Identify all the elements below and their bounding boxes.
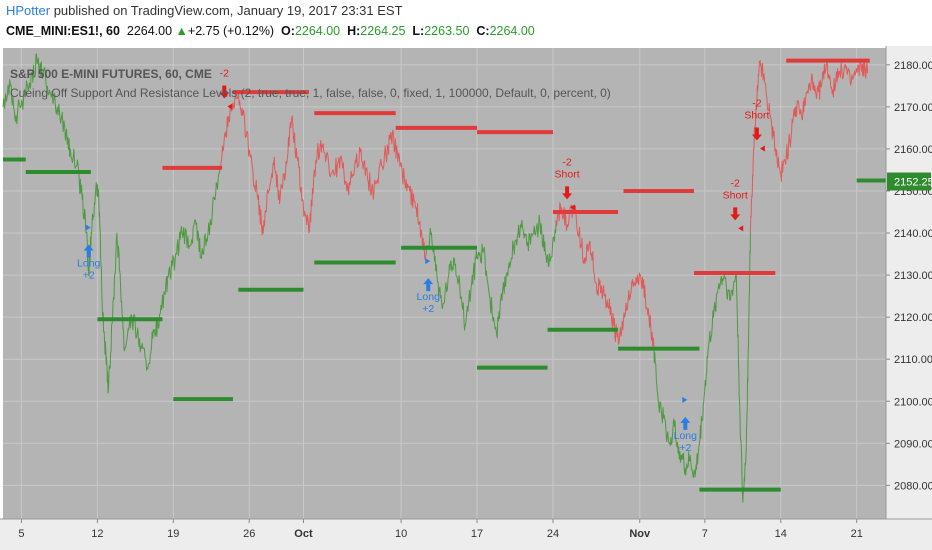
y-tick-label: 2140.00 bbox=[894, 228, 932, 240]
high-label: H: bbox=[347, 24, 361, 38]
short-signal-qty: -2 bbox=[220, 67, 229, 79]
change-up-icon: ▲ bbox=[175, 24, 188, 38]
x-tick-label: 5 bbox=[18, 528, 24, 540]
price-line-segment bbox=[219, 92, 427, 261]
long-signal-label: Long bbox=[417, 291, 441, 303]
entry-marker-icon bbox=[570, 204, 576, 211]
entry-marker-icon bbox=[738, 225, 744, 232]
price-line-segment bbox=[425, 214, 557, 339]
last-price-value: 2152.25 bbox=[894, 177, 932, 189]
last-price: 2264.00 bbox=[126, 24, 173, 38]
grid-lines bbox=[3, 48, 886, 519]
author-link[interactable]: HPotter bbox=[6, 3, 51, 18]
y-tick-label: 2100.00 bbox=[894, 396, 932, 408]
close-label: C: bbox=[476, 24, 490, 38]
short-arrow-icon bbox=[730, 207, 741, 221]
close-value: 2264.00 bbox=[489, 24, 535, 38]
short-arrow-icon bbox=[219, 85, 230, 99]
short-signal-qty: -2 bbox=[731, 177, 740, 189]
x-tick-label: 26 bbox=[243, 528, 255, 540]
short-arrow-icon bbox=[562, 186, 573, 200]
x-tick-label: 7 bbox=[702, 528, 708, 540]
long-arrow-icon bbox=[680, 416, 691, 430]
short-signal-qty: -2 bbox=[562, 156, 571, 168]
low-value: 2263.50 bbox=[424, 24, 470, 38]
entry-marker-icon bbox=[227, 103, 233, 110]
long-signal-label: Long bbox=[77, 257, 101, 269]
price-change: +2.75 (+0.12%) bbox=[187, 24, 275, 38]
published-line: HPotter published on TradingView.com, Ja… bbox=[6, 3, 403, 18]
open-value: 2264.00 bbox=[294, 24, 341, 38]
y-tick-label: 2090.00 bbox=[894, 438, 932, 450]
x-tick-label: 12 bbox=[91, 528, 103, 540]
y-tick-label: 2080.00 bbox=[894, 480, 932, 492]
support-resistance-levels bbox=[3, 58, 886, 492]
x-tick-label: 10 bbox=[395, 528, 407, 540]
open-label: O: bbox=[281, 24, 295, 38]
y-tick-label: 2170.00 bbox=[894, 102, 932, 114]
published-text: published on TradingView.com, January 19… bbox=[50, 3, 403, 18]
x-axis-ticks: 5 12 19 26 Oct 10 17 24 Nov 7 14 21 bbox=[0, 518, 932, 540]
entry-marker-icon bbox=[85, 224, 91, 231]
short-signal-label: Short bbox=[744, 110, 769, 122]
y-tick-label: 2130.00 bbox=[894, 270, 932, 282]
entry-marker-icon bbox=[425, 258, 431, 265]
price-axis[interactable] bbox=[886, 46, 932, 550]
long-signal-qty: +2 bbox=[422, 303, 434, 315]
y-tick-label: 2180.00 bbox=[894, 60, 932, 72]
last-price-badge: 2152.25 bbox=[887, 172, 932, 191]
long-signal-qty: +2 bbox=[83, 269, 95, 281]
x-tick-label: 21 bbox=[851, 528, 863, 540]
indicator-label: Cueing Off Support And Resistance Levels… bbox=[10, 86, 611, 100]
long-signal-qty: +2 bbox=[679, 442, 691, 454]
short-arrow-icon bbox=[751, 127, 762, 141]
short-signal-label: Short bbox=[723, 189, 748, 201]
x-tick-label: Nov bbox=[629, 528, 651, 540]
y-tick-label: 2160.00 bbox=[894, 144, 932, 156]
low-label: L: bbox=[412, 24, 425, 38]
trade-signals: Long+2-2Long+2-2ShortLong+2-2Short-2Shor… bbox=[77, 67, 770, 453]
entry-marker-icon bbox=[759, 145, 765, 152]
short-signal-qty: -2 bbox=[752, 98, 761, 110]
x-tick-label: 19 bbox=[167, 528, 179, 540]
price-series bbox=[2, 53, 869, 503]
price-chart[interactable]: Long+2-2Long+2-2ShortLong+2-2Short-2Shor… bbox=[0, 46, 932, 550]
long-arrow-icon bbox=[83, 244, 94, 258]
short-signal-label: Short bbox=[555, 168, 580, 180]
high-value: 2264.25 bbox=[360, 24, 406, 38]
price-line-segment bbox=[653, 232, 751, 503]
long-signal-label: Long bbox=[674, 430, 698, 442]
x-tick-label: 17 bbox=[471, 528, 483, 540]
price-line-segment bbox=[2, 53, 221, 394]
x-tick-label: 14 bbox=[775, 528, 787, 540]
time-axis[interactable] bbox=[0, 519, 932, 550]
last-price-badge-bg bbox=[887, 172, 931, 191]
y-tick-label: 2120.00 bbox=[894, 312, 932, 324]
symbol-info-line: CME_MINI:ES1!, 60 2264.00 ▲+2.75 (+0.12%… bbox=[6, 24, 535, 38]
x-tick-label: Oct bbox=[294, 528, 313, 540]
x-tick-label: 24 bbox=[547, 528, 559, 540]
entry-marker-icon bbox=[682, 396, 688, 403]
chart-title: S&P 500 E-MINI FUTURES, 60, CME bbox=[10, 67, 212, 81]
y-tick-label: 2110.00 bbox=[894, 354, 932, 366]
long-arrow-icon bbox=[423, 278, 434, 292]
symbol-name[interactable]: CME_MINI:ES1!, 60 bbox=[6, 24, 120, 38]
price-line-segment bbox=[749, 58, 869, 234]
